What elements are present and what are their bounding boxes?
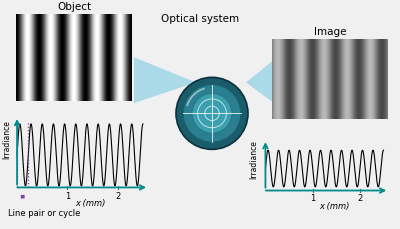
Text: Irradiance: Irradiance (2, 120, 11, 159)
Circle shape (176, 77, 248, 149)
Text: Optical system: Optical system (161, 14, 239, 24)
Text: x (mm): x (mm) (75, 199, 105, 208)
Circle shape (192, 93, 232, 133)
Title: Image: Image (314, 27, 346, 37)
Text: 2: 2 (115, 192, 120, 201)
Text: 1: 1 (310, 194, 315, 204)
Title: Object: Object (57, 2, 91, 12)
Text: Irradiance: Irradiance (249, 140, 258, 179)
Text: 2: 2 (357, 194, 362, 204)
Text: 1: 1 (65, 192, 70, 201)
Text: Line pair or cycle: Line pair or cycle (8, 209, 80, 218)
Circle shape (183, 85, 241, 142)
Text: x (mm): x (mm) (319, 202, 349, 211)
